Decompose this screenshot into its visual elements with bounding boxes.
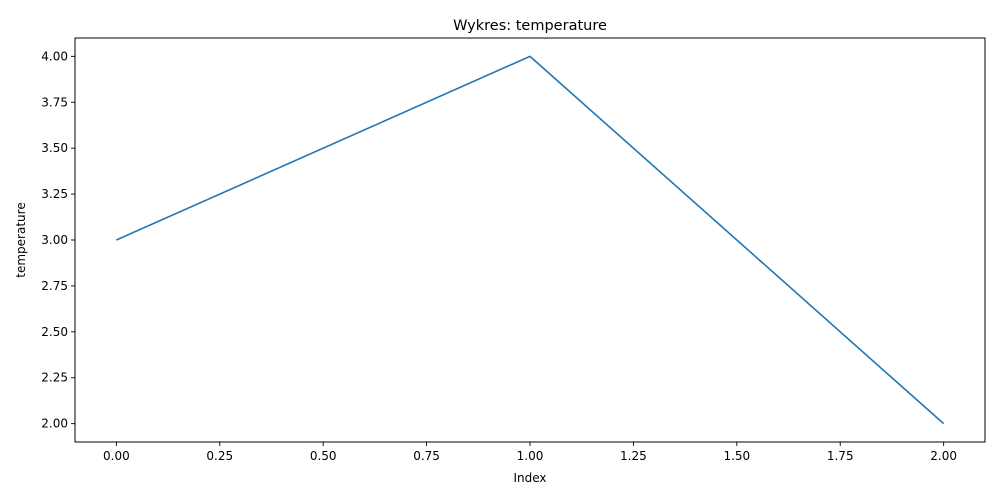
x-tick-label: 0.75 — [413, 449, 440, 463]
y-tick-label: 2.00 — [41, 417, 68, 431]
plot-area-frame — [74, 37, 986, 443]
x-axis-label: Index — [513, 471, 546, 485]
series-line-0 — [116, 55, 945, 425]
x-axis-ticks: 0.00 0.25 0.50 0.75 1.00 1.25 1.50 1.75 2.00 — [103, 442, 957, 463]
x-tick-label: 0.50 — [310, 449, 337, 463]
y-tick-label: 3.75 — [41, 95, 68, 109]
y-tick-label: 3.25 — [41, 187, 68, 201]
chart-title: Wykres: temperature — [453, 18, 607, 34]
x-tick-label: 2.00 — [930, 449, 957, 463]
x-tick-label: 0.00 — [103, 449, 130, 463]
y-axis-label: temperature — [14, 202, 28, 277]
y-tick-label: 2.25 — [41, 371, 68, 385]
series-group — [116, 55, 945, 425]
x-tick-label: 1.75 — [827, 449, 854, 463]
y-tick-label: 2.75 — [41, 279, 68, 293]
x-tick-label: 1.50 — [723, 449, 750, 463]
y-tick-label: 4.00 — [41, 49, 68, 63]
y-axis-ticks: 2.00 2.25 2.50 2.75 3.00 3.25 3.50 3.75 4.00 — [41, 49, 75, 431]
y-tick-label: 3.50 — [41, 141, 68, 155]
y-tick-label: 2.50 — [41, 325, 68, 339]
x-tick-label: 1.25 — [620, 449, 647, 463]
x-tick-label: 0.25 — [206, 449, 233, 463]
x-tick-label: 1.00 — [517, 449, 544, 463]
y-tick-label: 3.00 — [41, 233, 68, 247]
